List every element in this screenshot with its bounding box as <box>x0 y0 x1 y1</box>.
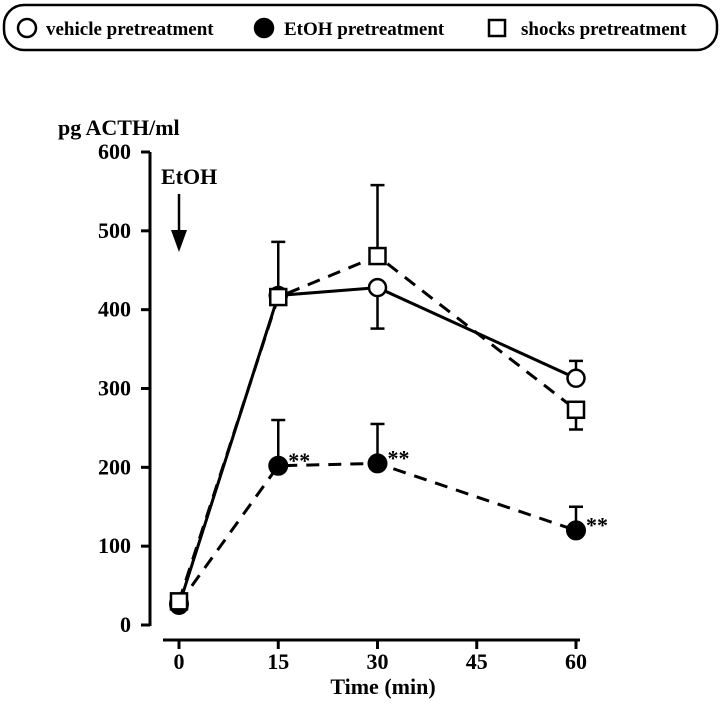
data-point-open-circle <box>367 277 388 298</box>
x-tick-label: 30 <box>367 649 389 674</box>
x-tick-label: 0 <box>174 649 185 674</box>
legend-label-vehicle: vehicle pretreatment <box>46 19 214 40</box>
data-point-filled-circle <box>367 453 388 474</box>
series-line-1 <box>177 461 577 605</box>
axes <box>148 152 580 642</box>
data-point-filled-circle <box>566 520 586 541</box>
significance-markers: ** ** ** <box>288 445 608 537</box>
data-point-open-square <box>269 287 288 307</box>
etoh-annotation: EtOH <box>161 164 217 252</box>
series-lines <box>177 254 577 606</box>
legend-label-shocks: shocks pretreatment <box>521 19 687 40</box>
y-tick-label: 300 <box>98 376 131 401</box>
x-tick-label: 45 <box>466 649 488 674</box>
significance-marker: ** <box>388 445 410 470</box>
error-bars <box>271 183 583 531</box>
y-axis-title: pg ACTH/ml <box>58 115 180 140</box>
y-tick-label: 100 <box>98 533 131 558</box>
y-tick-label: 600 <box>98 139 131 164</box>
data-point-open-circle <box>566 368 586 389</box>
legend-box <box>2 3 719 52</box>
significance-marker: ** <box>288 448 310 473</box>
x-axis-title: Time (min) <box>330 674 435 699</box>
y-tick-label: 400 <box>98 297 131 322</box>
legend-label-etoh: EtOH pretreatment <box>284 19 445 40</box>
series-line-2 <box>177 254 577 602</box>
data-point-filled-circle <box>268 455 289 476</box>
data-point-open-square <box>169 592 189 611</box>
down-arrow-icon <box>171 230 187 252</box>
data-point-open-square <box>566 400 586 420</box>
legend-marker-filled-circle-icon <box>253 17 275 39</box>
data-point-open-square <box>368 246 387 266</box>
legend-marker-open-circle-icon <box>16 17 38 39</box>
y-tick-label: 200 <box>98 454 131 479</box>
axis-ticks: 0 100 200 300 400 500 600 0 15 30 45 60 <box>98 139 587 674</box>
data-points <box>169 246 586 616</box>
x-tick-label: 60 <box>565 649 587 674</box>
legend-marker-open-square-icon <box>487 18 507 38</box>
x-tick-label: 15 <box>267 649 289 674</box>
y-tick-label: 500 <box>98 218 131 243</box>
etoh-annotation-label: EtOH <box>161 164 217 189</box>
legend: vehicle pretreatment EtOH pretreatment s… <box>2 3 719 52</box>
significance-marker: ** <box>586 512 608 537</box>
y-tick-label: 0 <box>120 612 131 637</box>
